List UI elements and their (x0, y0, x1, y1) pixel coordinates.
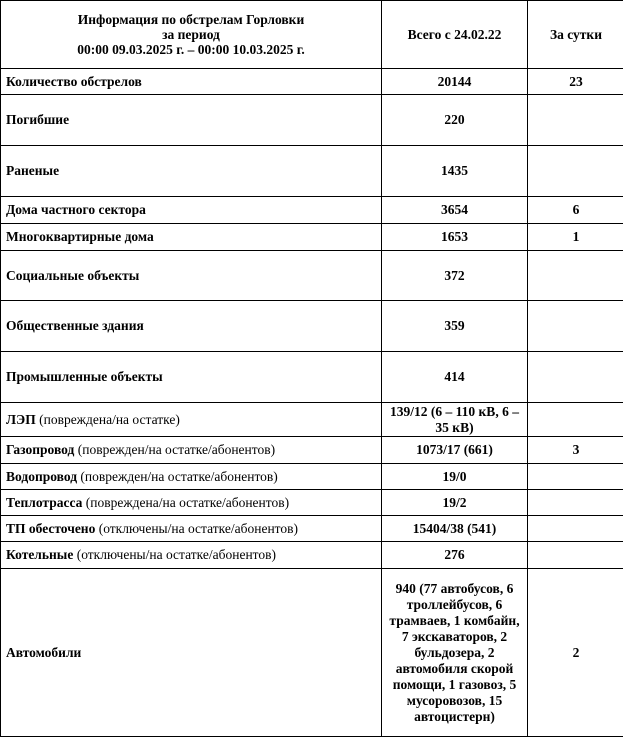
day-value (528, 146, 623, 197)
row-label-cell: Дома частного сектора (1, 197, 382, 224)
column-header-day: За сутки (528, 1, 623, 69)
table-row: ЛЭП (повреждена/на остатке)139/12 (6 – 1… (1, 403, 623, 437)
total-value: 20144 (382, 69, 528, 95)
row-label: Промышленные объекты (6, 369, 163, 384)
row-label-cell: Теплотрасса (повреждена/на остатке/абоне… (1, 490, 382, 516)
total-value: 1073/17 (661) (382, 437, 528, 464)
row-label-cell: ЛЭП (повреждена/на остатке) (1, 403, 382, 437)
row-note: (отключены/на остатке/абонентов) (73, 547, 276, 562)
table-row: Котельные (отключены/на остатке/абоненто… (1, 542, 623, 569)
total-value: 1435 (382, 146, 528, 197)
row-label-cell: Промышленные объекты (1, 352, 382, 403)
total-value: 220 (382, 95, 528, 146)
total-value: 139/12 (6 – 110 кВ, 6 – 35 кВ) (382, 403, 528, 437)
row-note: (повреждена/на остатке/абонентов) (82, 495, 289, 510)
table-row: Газопровод (поврежден/на остатке/абонент… (1, 437, 623, 464)
row-label-cell: Многоквартирные дома (1, 224, 382, 251)
row-label-cell: Газопровод (поврежден/на остатке/абонент… (1, 437, 382, 464)
row-label-cell: Социальные объекты (1, 251, 382, 301)
row-label: Погибшие (6, 112, 69, 127)
day-value (528, 516, 623, 542)
total-value: 414 (382, 352, 528, 403)
day-value (528, 251, 623, 301)
day-value (528, 464, 623, 490)
row-label: Водопровод (6, 469, 77, 484)
row-label: Дома частного сектора (6, 202, 146, 217)
title-line: 00:00 09.03.2025 г. – 00:00 10.03.2025 г… (6, 42, 376, 57)
table-row: Теплотрасса (повреждена/на остатке/абоне… (1, 490, 623, 516)
table-row: Водопровод (поврежден/на остатке/абонент… (1, 464, 623, 490)
row-label: Котельные (6, 547, 73, 562)
row-label: Количество обстрелов (6, 74, 142, 89)
day-value (528, 490, 623, 516)
table-row: Автомобили 940 (77 автобусов, 6 троллейбу… (1, 569, 623, 737)
header-row: Информация по обстрелам Горловки за пери… (1, 1, 623, 69)
day-value: 6 (528, 197, 623, 224)
row-label: Автомобили (6, 645, 81, 660)
table-row: Социальные объекты 372 (1, 251, 623, 301)
row-label-cell: Водопровод (поврежден/на остатке/абонент… (1, 464, 382, 490)
table-row: ТП обесточено (отключены/на остатке/абон… (1, 516, 623, 542)
total-value: 372 (382, 251, 528, 301)
total-value: 276 (382, 542, 528, 569)
day-value (528, 403, 623, 437)
row-label-cell: Котельные (отключены/на остатке/абоненто… (1, 542, 382, 569)
day-value: 3 (528, 437, 623, 464)
row-label-cell: Раненые (1, 146, 382, 197)
row-label: Многоквартирные дома (6, 229, 154, 244)
title-line: за период (6, 27, 376, 42)
total-value: 19/2 (382, 490, 528, 516)
row-note: (отключены/на остатке/абонентов) (95, 521, 298, 536)
row-label: ТП обесточено (6, 521, 95, 536)
row-label: Общественные здания (6, 318, 144, 333)
row-label-cell: Автомобили (1, 569, 382, 737)
row-label: ЛЭП (6, 412, 36, 427)
total-value: 19/0 (382, 464, 528, 490)
row-label: Социальные объекты (6, 268, 139, 283)
row-note: (поврежден/на остатке/абонентов) (74, 442, 275, 457)
row-label: Газопровод (6, 442, 74, 457)
total-value: 1653 (382, 224, 528, 251)
row-label: Раненые (6, 163, 59, 178)
day-value (528, 542, 623, 569)
table-row: Раненые 1435 (1, 146, 623, 197)
row-note: (повреждена/на остатке) (36, 412, 180, 427)
row-label-cell: ТП обесточено (отключены/на остатке/абон… (1, 516, 382, 542)
total-value: 3654 (382, 197, 528, 224)
table-row: Погибшие 220 (1, 95, 623, 146)
total-value: 940 (77 автобусов, 6 троллейбусов, 6 тра… (382, 569, 528, 737)
day-value (528, 352, 623, 403)
row-label-cell: Количество обстрелов (1, 69, 382, 95)
title-line: Информация по обстрелам Горловки (6, 12, 376, 27)
row-note: (поврежден/на остатке/абонентов) (77, 469, 278, 484)
total-value: 359 (382, 301, 528, 352)
day-value: 2 (528, 569, 623, 737)
row-label: Теплотрасса (6, 495, 82, 510)
column-header-total: Всего с 24.02.22 (382, 1, 528, 69)
day-value: 1 (528, 224, 623, 251)
row-label-cell: Общественные здания (1, 301, 382, 352)
table-row: Общественные здания 359 (1, 301, 623, 352)
day-value: 23 (528, 69, 623, 95)
day-value (528, 301, 623, 352)
total-value: 15404/38 (541) (382, 516, 528, 542)
day-value (528, 95, 623, 146)
table-title: Информация по обстрелам Горловки за пери… (1, 1, 382, 69)
table-row: Промышленные объекты 414 (1, 352, 623, 403)
row-label-cell: Погибшие (1, 95, 382, 146)
